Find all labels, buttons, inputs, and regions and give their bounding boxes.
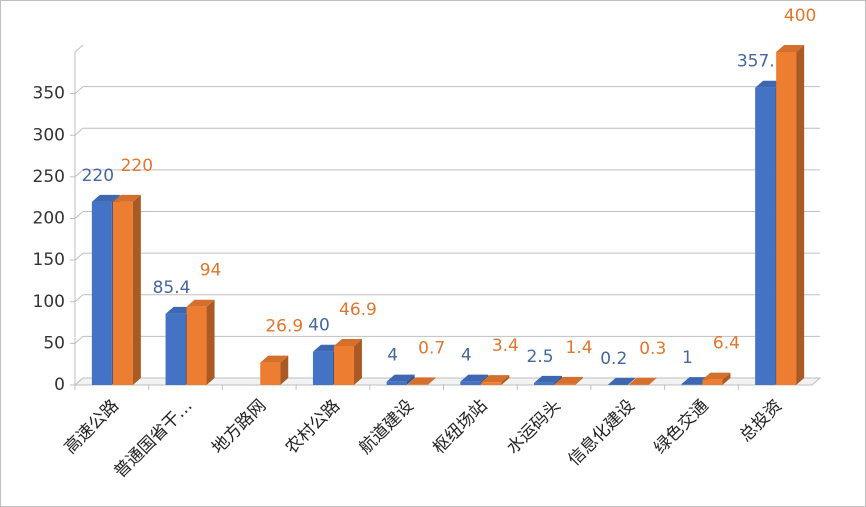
bar-top	[112, 194, 141, 202]
y-tick-label: 100	[33, 292, 65, 312]
bar-side	[575, 376, 584, 385]
bar-side	[427, 377, 436, 385]
bar-front	[407, 384, 428, 385]
bar-front	[481, 382, 502, 385]
bar-side	[722, 372, 731, 385]
y-tick-label: 150	[33, 250, 65, 270]
bar	[776, 45, 805, 385]
bar-front	[333, 345, 354, 385]
bar-top	[260, 355, 289, 363]
bar-top	[702, 372, 731, 380]
bar	[260, 355, 289, 385]
bar-top	[91, 194, 120, 202]
value-label: 85.4	[153, 278, 191, 298]
bar-top	[460, 374, 489, 382]
bar-top	[481, 375, 510, 383]
bar-front	[460, 381, 481, 385]
bar-front	[702, 379, 723, 385]
y-tick-label: 250	[33, 167, 65, 187]
bar	[407, 377, 436, 385]
bar-front	[755, 87, 776, 386]
value-label: 1.4	[566, 338, 593, 358]
value-label: 6.4	[713, 334, 740, 354]
bar	[333, 338, 362, 385]
bar-side	[501, 375, 510, 385]
bar-front	[112, 201, 133, 385]
bar-side	[627, 377, 636, 385]
grid-side	[74, 169, 84, 178]
value-label: 400	[784, 6, 816, 26]
grid-side	[74, 252, 84, 261]
grid-side	[74, 86, 84, 95]
value-label: 46.9	[339, 300, 377, 320]
bar-top	[555, 376, 584, 384]
bar	[555, 376, 584, 385]
bar	[534, 375, 563, 385]
bar-front	[165, 313, 186, 385]
bar-front	[681, 384, 702, 385]
back-wall-edge	[74, 44, 84, 53]
grid-side	[74, 294, 84, 303]
bar-front	[91, 201, 112, 385]
bar-front	[312, 351, 333, 385]
bar-side	[796, 45, 805, 385]
value-label: 357.1	[737, 52, 786, 72]
grid-side	[74, 377, 84, 386]
value-label: 2.5	[527, 347, 554, 367]
bar	[702, 372, 731, 385]
grid-side	[74, 211, 84, 219]
bar-side	[648, 377, 657, 385]
bar	[112, 194, 141, 385]
bar-top	[776, 45, 805, 52]
bar-top	[534, 375, 563, 383]
bar-side	[132, 194, 141, 385]
bar-front	[534, 382, 555, 385]
value-label: 94	[200, 261, 222, 281]
bar-side	[554, 375, 563, 385]
value-label: 0.7	[418, 338, 445, 358]
y-tick-label: 300	[33, 125, 65, 145]
bar-front	[555, 383, 576, 385]
value-label: 220	[82, 166, 114, 186]
bar-side	[406, 374, 415, 385]
value-label: 26.9	[265, 317, 303, 337]
bar-top	[407, 377, 436, 385]
bar-front	[776, 52, 797, 385]
bar	[481, 375, 510, 385]
bar	[607, 377, 636, 385]
bar-front	[260, 362, 281, 385]
bar-top	[333, 338, 362, 346]
bar	[386, 374, 415, 385]
bar	[628, 377, 657, 385]
y-tick-label: 200	[33, 209, 65, 229]
bar	[186, 299, 215, 385]
bar-front	[186, 306, 207, 385]
value-label: 3.4	[492, 336, 519, 356]
value-label: 0.3	[639, 339, 666, 359]
y-tick-label: 0	[54, 375, 65, 395]
bar-side	[206, 299, 215, 385]
value-label: 4	[461, 346, 472, 366]
bar-top	[186, 299, 215, 307]
value-label: 40	[308, 316, 330, 336]
bar-front	[386, 381, 407, 385]
value-label: 220	[121, 156, 153, 176]
bar-top	[386, 374, 415, 382]
value-label: 1	[682, 348, 693, 368]
y-tick-label: 350	[33, 84, 65, 104]
bar-top	[607, 377, 636, 385]
bar-side	[280, 355, 289, 385]
bar-top	[628, 377, 657, 385]
value-label: 0.2	[600, 349, 627, 369]
y-tick-label: 50	[43, 333, 65, 353]
grid-side	[74, 127, 84, 136]
value-label: 4	[387, 346, 398, 366]
bar-side	[353, 338, 362, 385]
grid-side	[74, 335, 84, 344]
